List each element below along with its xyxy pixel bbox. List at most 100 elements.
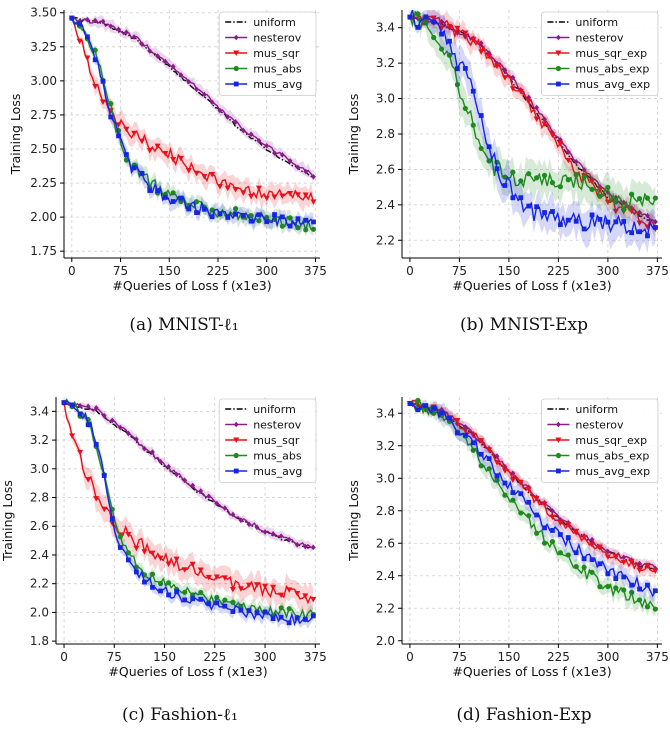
series-point-mus-sqr-exp — [494, 63, 501, 70]
series-point-mus-avg — [233, 211, 238, 217]
series-point-mus-abs-exp — [605, 184, 611, 191]
series-point-mus-avg-exp — [621, 574, 627, 580]
series-point-nesterov — [286, 536, 292, 543]
series-point-nesterov — [565, 149, 571, 155]
series-point-mus-sqr — [131, 130, 138, 137]
series-point-mus-sqr-exp — [541, 501, 548, 508]
series-point-mus-sqr-exp — [620, 559, 627, 566]
legend-label-mus-avg: mus_avg — [253, 78, 302, 91]
series-point-mus-sqr — [177, 155, 184, 162]
series-point-nesterov — [230, 511, 236, 518]
y-tick-label: 3.50 — [30, 6, 57, 20]
series-point-mus-sqr-exp — [581, 534, 588, 541]
y-tick-label: 2.6 — [376, 536, 395, 550]
series-point-mus-abs — [125, 550, 131, 556]
series-point-mus-avg — [240, 212, 246, 218]
series-point-mus-avg — [186, 206, 192, 212]
legend-label-uniform: uniform — [575, 403, 618, 416]
series-point-nesterov — [100, 18, 106, 25]
series-point-mus-avg-exp — [589, 557, 595, 563]
series-point-mus-avg-exp — [494, 166, 500, 172]
series-point-mus-sqr — [201, 174, 208, 180]
series-point-mus-avg — [109, 516, 115, 521]
series-point-mus-abs-exp — [629, 589, 635, 596]
series-point-mus-sqr — [170, 157, 177, 163]
series-point-mus-sqr-exp — [565, 157, 572, 164]
series-point-nesterov — [550, 508, 555, 514]
series-point-mus-abs-exp — [510, 169, 516, 175]
legend-label-uniform: uniform — [253, 16, 296, 29]
y-tick-label: 3.4 — [30, 404, 49, 418]
y-tick-label: 2.4 — [30, 548, 49, 562]
series-point-mus-avg — [217, 211, 223, 217]
series-point-mus-abs-exp — [518, 178, 524, 184]
series-point-mus-abs — [214, 594, 220, 601]
series-point-mus-avg-exp — [534, 512, 540, 518]
series-point-mus-abs — [165, 580, 172, 586]
series-point-mus-avg-exp — [526, 499, 532, 505]
chart-panel-c: 0 75 150 225 300 375 1.8 2.0 2.2 2.4 2.6 2.8 3.0 3.2 3… — [0, 397, 327, 725]
series-point-mus-sqr-exp — [501, 468, 508, 474]
x-tick-label: 150 — [158, 264, 181, 278]
series-point-mus-avg-exp — [518, 195, 524, 201]
series-point-mus-abs-exp — [565, 552, 571, 558]
series-point-mus-abs — [209, 207, 215, 213]
series-point-mus-sqr — [221, 575, 228, 581]
series-point-mus-avg-exp — [431, 405, 437, 411]
series-point-nesterov — [573, 158, 579, 165]
series-point-mus-avg-exp — [629, 230, 635, 236]
series-point-nesterov — [287, 158, 293, 164]
series-point-mus-abs-exp — [423, 20, 429, 26]
series-point-mus-avg — [198, 596, 204, 602]
series-point-mus-sqr-exp — [573, 528, 580, 535]
y-tick-label: 2.25 — [30, 176, 57, 190]
series-point-mus-abs — [278, 605, 284, 611]
series-point-mus-sqr — [205, 574, 212, 581]
series-point-nesterov — [502, 67, 508, 74]
x-tick-label: 0 — [406, 650, 414, 664]
series-point-mus-avg-exp — [557, 532, 563, 537]
series-point-mus-sqr-exp — [454, 418, 461, 424]
series-point-mus-avg — [77, 411, 83, 417]
series-point-nesterov — [279, 152, 285, 158]
series-point-mus-sqr-exp — [533, 116, 540, 122]
x-tick-label: 150 — [497, 650, 520, 664]
series-point-mus-abs-exp — [597, 584, 603, 590]
series-point-mus-avg — [69, 15, 75, 21]
series-point-mus-sqr-exp — [557, 520, 564, 526]
x-tick-label: 300 — [254, 650, 277, 664]
series-point-mus-sqr — [279, 193, 286, 199]
series-point-mus-abs — [117, 534, 123, 540]
series-point-nesterov — [117, 424, 123, 431]
series-point-mus-abs-exp — [502, 492, 508, 498]
legend-label-nesterov: nesterov — [575, 32, 624, 45]
series-point-mus-sqr-exp — [486, 447, 493, 453]
series-point-mus-abs-exp — [621, 587, 627, 593]
y-tick-label: 3.2 — [376, 439, 395, 453]
series-point-mus-sqr-exp — [478, 49, 485, 55]
series-point-mus-sqr — [245, 582, 252, 589]
series-point-nesterov — [302, 543, 308, 550]
legend-label-uniform: uniform — [253, 403, 296, 416]
series-point-mus-sqr — [123, 126, 130, 133]
series-point-mus-sqr — [294, 590, 301, 597]
series-point-mus-sqr — [181, 567, 188, 573]
series-point-mus-avg-exp — [447, 415, 452, 421]
series-point-mus-avg — [294, 615, 300, 621]
series-point-mus-abs — [182, 589, 188, 595]
legend-marker-nesterov — [233, 421, 239, 428]
legend-marker-nesterov — [556, 34, 561, 41]
subfigure-caption: (b) MNIST-Exp — [460, 315, 588, 335]
series-point-mus-avg-exp — [502, 183, 508, 188]
y-tick-label: 2.75 — [30, 108, 57, 122]
series-point-mus-avg — [116, 133, 121, 139]
series-point-mus-sqr-exp — [533, 495, 540, 502]
subfigure-caption: (a) MNIST-ℓ₁ — [129, 315, 238, 335]
series-point-nesterov — [254, 524, 260, 531]
series-point-mus-abs-exp — [478, 145, 484, 152]
series-point-mus-abs — [92, 47, 98, 53]
series-point-mus-sqr-exp — [557, 141, 564, 147]
series-point-nesterov — [311, 173, 316, 180]
series-point-nesterov — [194, 86, 199, 93]
series-point-mus-sqr — [76, 38, 83, 45]
